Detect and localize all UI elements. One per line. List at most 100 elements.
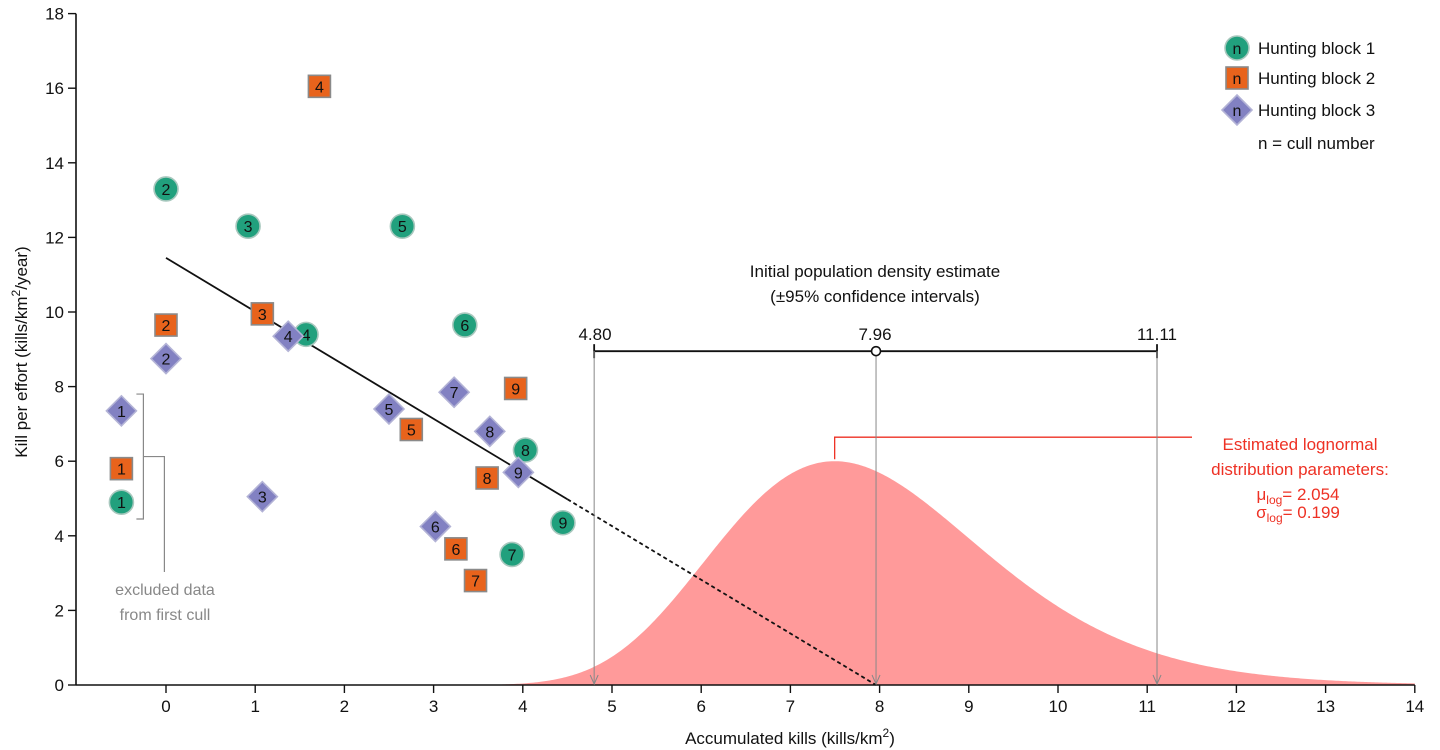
diamond-marker [105, 394, 138, 427]
y-tick-label: 10 [45, 303, 64, 322]
square-marker [109, 456, 134, 481]
point-block3-cull8: 8 [473, 415, 506, 448]
marker-label: 5 [398, 219, 407, 236]
regression-solid [165, 257, 568, 501]
point-block3-cull3: 3 [246, 480, 279, 513]
square-marker [463, 568, 488, 593]
square-marker [154, 313, 178, 337]
diamond-marker [437, 376, 471, 409]
marker-label: 4 [284, 329, 293, 346]
excluded-bracket-line [136, 393, 144, 520]
x-tick-label: 14 [1405, 697, 1424, 716]
legend-label-block2: Hunting block 2 [1258, 69, 1375, 88]
marker-label: 3 [258, 490, 267, 507]
diamond-marker [502, 456, 535, 489]
y-tick-label: 6 [55, 452, 64, 471]
point-block3-cull9: 9 [502, 456, 535, 489]
marker-label: 8 [521, 443, 530, 460]
marker-label: 1 [117, 495, 126, 512]
point-block3-cull7: 7 [437, 376, 471, 409]
x-tick-label: 11 [1138, 697, 1156, 716]
point-block1-cull7: 7 [499, 541, 525, 568]
legend-label-block1: Hunting block 1 [1258, 39, 1375, 58]
x-tick-label: 12 [1227, 697, 1246, 716]
square-marker [503, 376, 528, 401]
circle-marker [512, 437, 539, 463]
point-block1-cull3: 3 [235, 213, 261, 240]
legend-marker-block3: n [1220, 93, 1254, 127]
circle-marker [550, 509, 576, 536]
diamond-marker [1220, 93, 1254, 127]
circle-marker [389, 213, 416, 240]
y-tick-label: 14 [45, 154, 64, 173]
excluded-bracket: excluded data from first cull [115, 393, 215, 624]
point-block2-cull4: 4 [307, 74, 332, 99]
square-marker [307, 74, 332, 99]
point-block2-cull8: 8 [475, 466, 499, 490]
square-marker [475, 466, 499, 490]
x-tick-label: 9 [964, 697, 973, 716]
circle-marker [452, 312, 478, 338]
excluded-label-line2: from first cull [120, 607, 211, 624]
legend-label-block3: Hunting block 3 [1258, 101, 1375, 120]
x-axis-title: Accumulated kills (kills/km2) [685, 726, 895, 748]
marker-label: 2 [162, 182, 171, 199]
marker-label: 4 [315, 79, 324, 96]
estimate-lower-label: 4.80 [578, 325, 611, 344]
marker-label: 2 [162, 318, 171, 335]
x-tick-label: 10 [1049, 697, 1068, 716]
excluded-label-line1: excluded data [115, 582, 215, 599]
marker-label: 3 [244, 219, 253, 236]
lognormal-curve-fill [166, 461, 1415, 685]
y-axis-title: Kill per effort (kills/km2/year) [9, 246, 31, 457]
marker-label: 9 [511, 381, 520, 398]
params-leader-line [834, 436, 1192, 460]
x-tick-label: 6 [696, 697, 705, 716]
marker-label: 7 [471, 574, 480, 591]
point-block3-cull5: 5 [372, 392, 406, 426]
estimate-title-line1: Initial population density estimate [750, 262, 1000, 281]
marker-label: 5 [385, 402, 394, 419]
lognormal-distribution [166, 436, 1415, 685]
legend-note: n = cull number [1258, 134, 1375, 153]
params-label-line1: Estimated lognormal [1223, 435, 1378, 454]
diamond-marker [272, 320, 305, 353]
point-block3-cull2: 2 [149, 342, 183, 375]
square-marker [399, 417, 424, 442]
marker-label: 9 [558, 516, 567, 533]
estimate-mean-label: 7.96 [858, 325, 891, 344]
point-block2-cull6: 6 [444, 537, 468, 561]
estimate-mean-arrow [871, 674, 881, 686]
x-tick-label: 4 [518, 697, 527, 716]
estimate-mean-marker [870, 345, 882, 357]
diamond-marker [473, 415, 506, 448]
marker-label: 7 [450, 385, 459, 402]
point-block3-cull1: 1 [105, 394, 138, 427]
estimate-upper-arrow [1152, 674, 1162, 686]
point-block2-cull1: 1 [109, 456, 134, 481]
x-tick-label: 1 [250, 697, 259, 716]
point-block2-cull2: 2 [154, 313, 178, 337]
estimate-title-line2: (±95% confidence intervals) [770, 287, 980, 306]
marker-label: 2 [162, 352, 171, 369]
marker-label: 8 [483, 471, 492, 488]
square-marker [1225, 66, 1249, 90]
point-block3-cull4: 4 [272, 320, 305, 353]
y-tick-label: 2 [55, 601, 64, 620]
point-block2-cull3: 3 [250, 302, 275, 326]
circle-marker [1224, 35, 1250, 61]
x-tick-label: 0 [161, 697, 170, 716]
point-block1-cull6: 6 [452, 312, 478, 338]
point-block2-cull5: 5 [399, 417, 424, 442]
legend-marker-block2: n [1225, 66, 1249, 90]
x-tick-label: 5 [607, 697, 616, 716]
circle-marker [153, 176, 179, 202]
legend: Hunting block 1 Hunting block 2 Hunting … [1220, 35, 1375, 153]
y-tick-label: 16 [45, 79, 64, 98]
point-block2-cull7: 7 [463, 568, 488, 593]
marker-label: n [1233, 41, 1242, 58]
excluded-connector [143, 455, 165, 572]
